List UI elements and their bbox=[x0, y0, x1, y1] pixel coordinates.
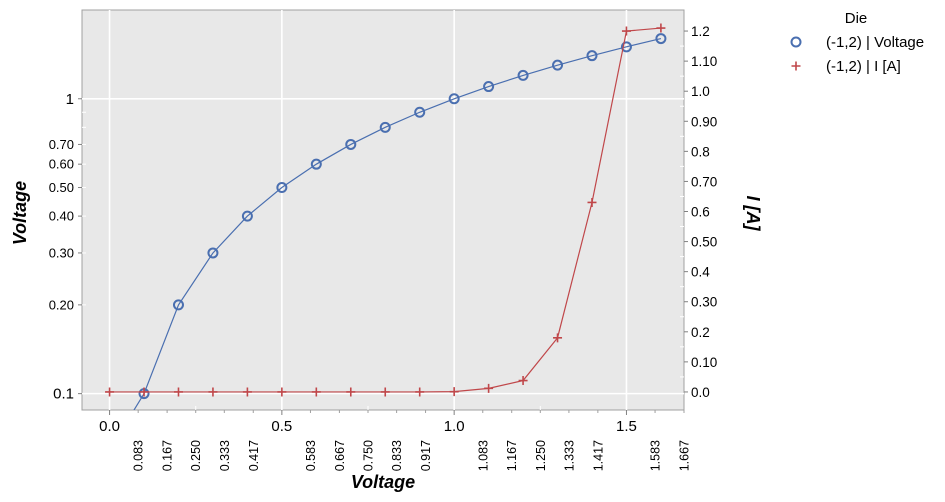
voltage-data-point bbox=[172, 299, 184, 311]
legend-item-current: (-1,2) | I [A] bbox=[791, 58, 901, 75]
y-left-tick-label: 0.30 bbox=[49, 245, 74, 260]
voltage-data-point bbox=[310, 158, 322, 170]
voltage-data-point bbox=[620, 41, 632, 53]
current-data-point bbox=[587, 197, 597, 207]
voltage-data-point bbox=[586, 50, 598, 62]
current-data-point bbox=[311, 387, 321, 397]
y-axis-right-title: I [A] bbox=[743, 196, 763, 232]
legend-label: (-1,2) | I [A] bbox=[826, 58, 901, 75]
x-tick-label: 1.0 bbox=[444, 418, 465, 435]
x-tick-label: 1.417 bbox=[591, 440, 605, 471]
voltage-data-point bbox=[241, 210, 253, 222]
x-tick-label: 1.250 bbox=[534, 440, 548, 471]
plot-area bbox=[81, 9, 685, 411]
current-data-point bbox=[105, 387, 115, 397]
tick-labels: 0.0 0.5 1.0 1.5 0.083 0.167 0.250 0.333 0.417 0.5… bbox=[49, 24, 718, 471]
y-right-tick-label: 0.6 bbox=[691, 205, 710, 220]
x-tick-label: 0.417 bbox=[247, 440, 261, 471]
y-left-tick-label: 0.20 bbox=[49, 297, 74, 312]
x-tick-label: 1.583 bbox=[649, 440, 663, 471]
y-right-tick-label: 1.2 bbox=[691, 24, 710, 39]
voltage-data-point bbox=[483, 81, 495, 93]
legend-item-voltage: (-1,2) | Voltage bbox=[790, 34, 924, 51]
x-tick-label: 0.333 bbox=[218, 440, 232, 471]
x-tick-label: 0.0 bbox=[99, 418, 120, 435]
current-data-point bbox=[656, 23, 666, 33]
x-tick-label: 0.917 bbox=[419, 440, 433, 471]
y-right-tick-label: 0.8 bbox=[691, 144, 710, 159]
series bbox=[105, 23, 667, 410]
legend-label: (-1,2) | Voltage bbox=[826, 34, 924, 51]
x-tick-label: 0.583 bbox=[304, 440, 318, 471]
y-left-tick-label: 0.1 bbox=[53, 386, 74, 403]
y-right-tick-label: 0.50 bbox=[691, 235, 717, 250]
x-tick-label: 1.083 bbox=[476, 440, 490, 471]
y-left-tick-label: 0.70 bbox=[49, 137, 74, 152]
legend-plus-marker-icon bbox=[791, 61, 801, 71]
x-tick-label: 0.083 bbox=[132, 440, 146, 471]
y-right-tick-label: 0.70 bbox=[691, 174, 717, 189]
y-left-tick-label: 0.40 bbox=[49, 209, 74, 224]
voltage-data-point bbox=[448, 93, 460, 105]
voltage-data-point bbox=[207, 247, 219, 259]
voltage-data-point bbox=[379, 121, 391, 133]
current-data-point bbox=[449, 387, 459, 397]
y-left-tick-label: 1 bbox=[66, 91, 74, 108]
x-tick-label: 1.5 bbox=[616, 418, 637, 435]
y-right-tick-label: 1.0 bbox=[691, 84, 710, 99]
y-left-tick-label: 0.60 bbox=[49, 157, 74, 172]
y-right-tick-label: 0.2 bbox=[691, 325, 710, 340]
ticks bbox=[78, 30, 688, 415]
current-data-point bbox=[621, 26, 631, 36]
x-axis-title: Voltage bbox=[351, 472, 415, 492]
y-right-tick-label: 0.30 bbox=[691, 295, 717, 310]
voltage-data-point bbox=[655, 33, 667, 45]
current-data-point bbox=[242, 387, 252, 397]
x-tick-label: 1.333 bbox=[562, 440, 576, 471]
y-right-tick-label: 0.4 bbox=[691, 265, 710, 280]
voltage-data-point bbox=[345, 138, 357, 150]
voltage-data-point bbox=[517, 69, 529, 81]
y-right-tick-label: 0.10 bbox=[691, 355, 717, 370]
x-tick-label: 0.667 bbox=[333, 440, 347, 471]
voltage-data-point bbox=[414, 106, 426, 118]
current-data-point bbox=[208, 387, 218, 397]
grid bbox=[82, 10, 684, 410]
current-data-point bbox=[553, 333, 563, 343]
x-tick-label: 0.5 bbox=[271, 418, 292, 435]
legend: Die (-1,2) | Voltage (-1,2) | I [A] bbox=[790, 10, 924, 75]
current-data-point bbox=[173, 387, 183, 397]
y-right-tick-label: 1.10 bbox=[691, 54, 717, 69]
current-data-point bbox=[139, 387, 149, 397]
y-left-tick-label: 0.50 bbox=[49, 180, 74, 195]
current-data-point bbox=[484, 383, 494, 393]
y-right-tick-label: 0.90 bbox=[691, 114, 717, 129]
voltage-series-line bbox=[133, 37, 662, 410]
x-tick-label: 0.833 bbox=[390, 440, 404, 471]
voltage-data-point bbox=[552, 59, 564, 71]
x-tick-label: 0.167 bbox=[161, 440, 175, 471]
x-tick-label: 1.667 bbox=[678, 440, 692, 471]
current-data-point bbox=[415, 387, 425, 397]
x-tick-label: 1.167 bbox=[505, 440, 519, 471]
current-data-point bbox=[346, 387, 356, 397]
current-data-point bbox=[518, 376, 528, 386]
current-data-point bbox=[380, 387, 390, 397]
x-tick-label: 0.750 bbox=[362, 440, 376, 471]
voltage-data-point bbox=[276, 182, 288, 194]
legend-title: Die bbox=[845, 10, 868, 27]
y-axis-left-title: Voltage bbox=[10, 181, 30, 245]
y-right-tick-label: 0.0 bbox=[691, 385, 710, 400]
current-data-point bbox=[277, 387, 287, 397]
legend-circle-marker-icon bbox=[790, 36, 802, 48]
x-tick-label: 0.250 bbox=[189, 440, 203, 471]
